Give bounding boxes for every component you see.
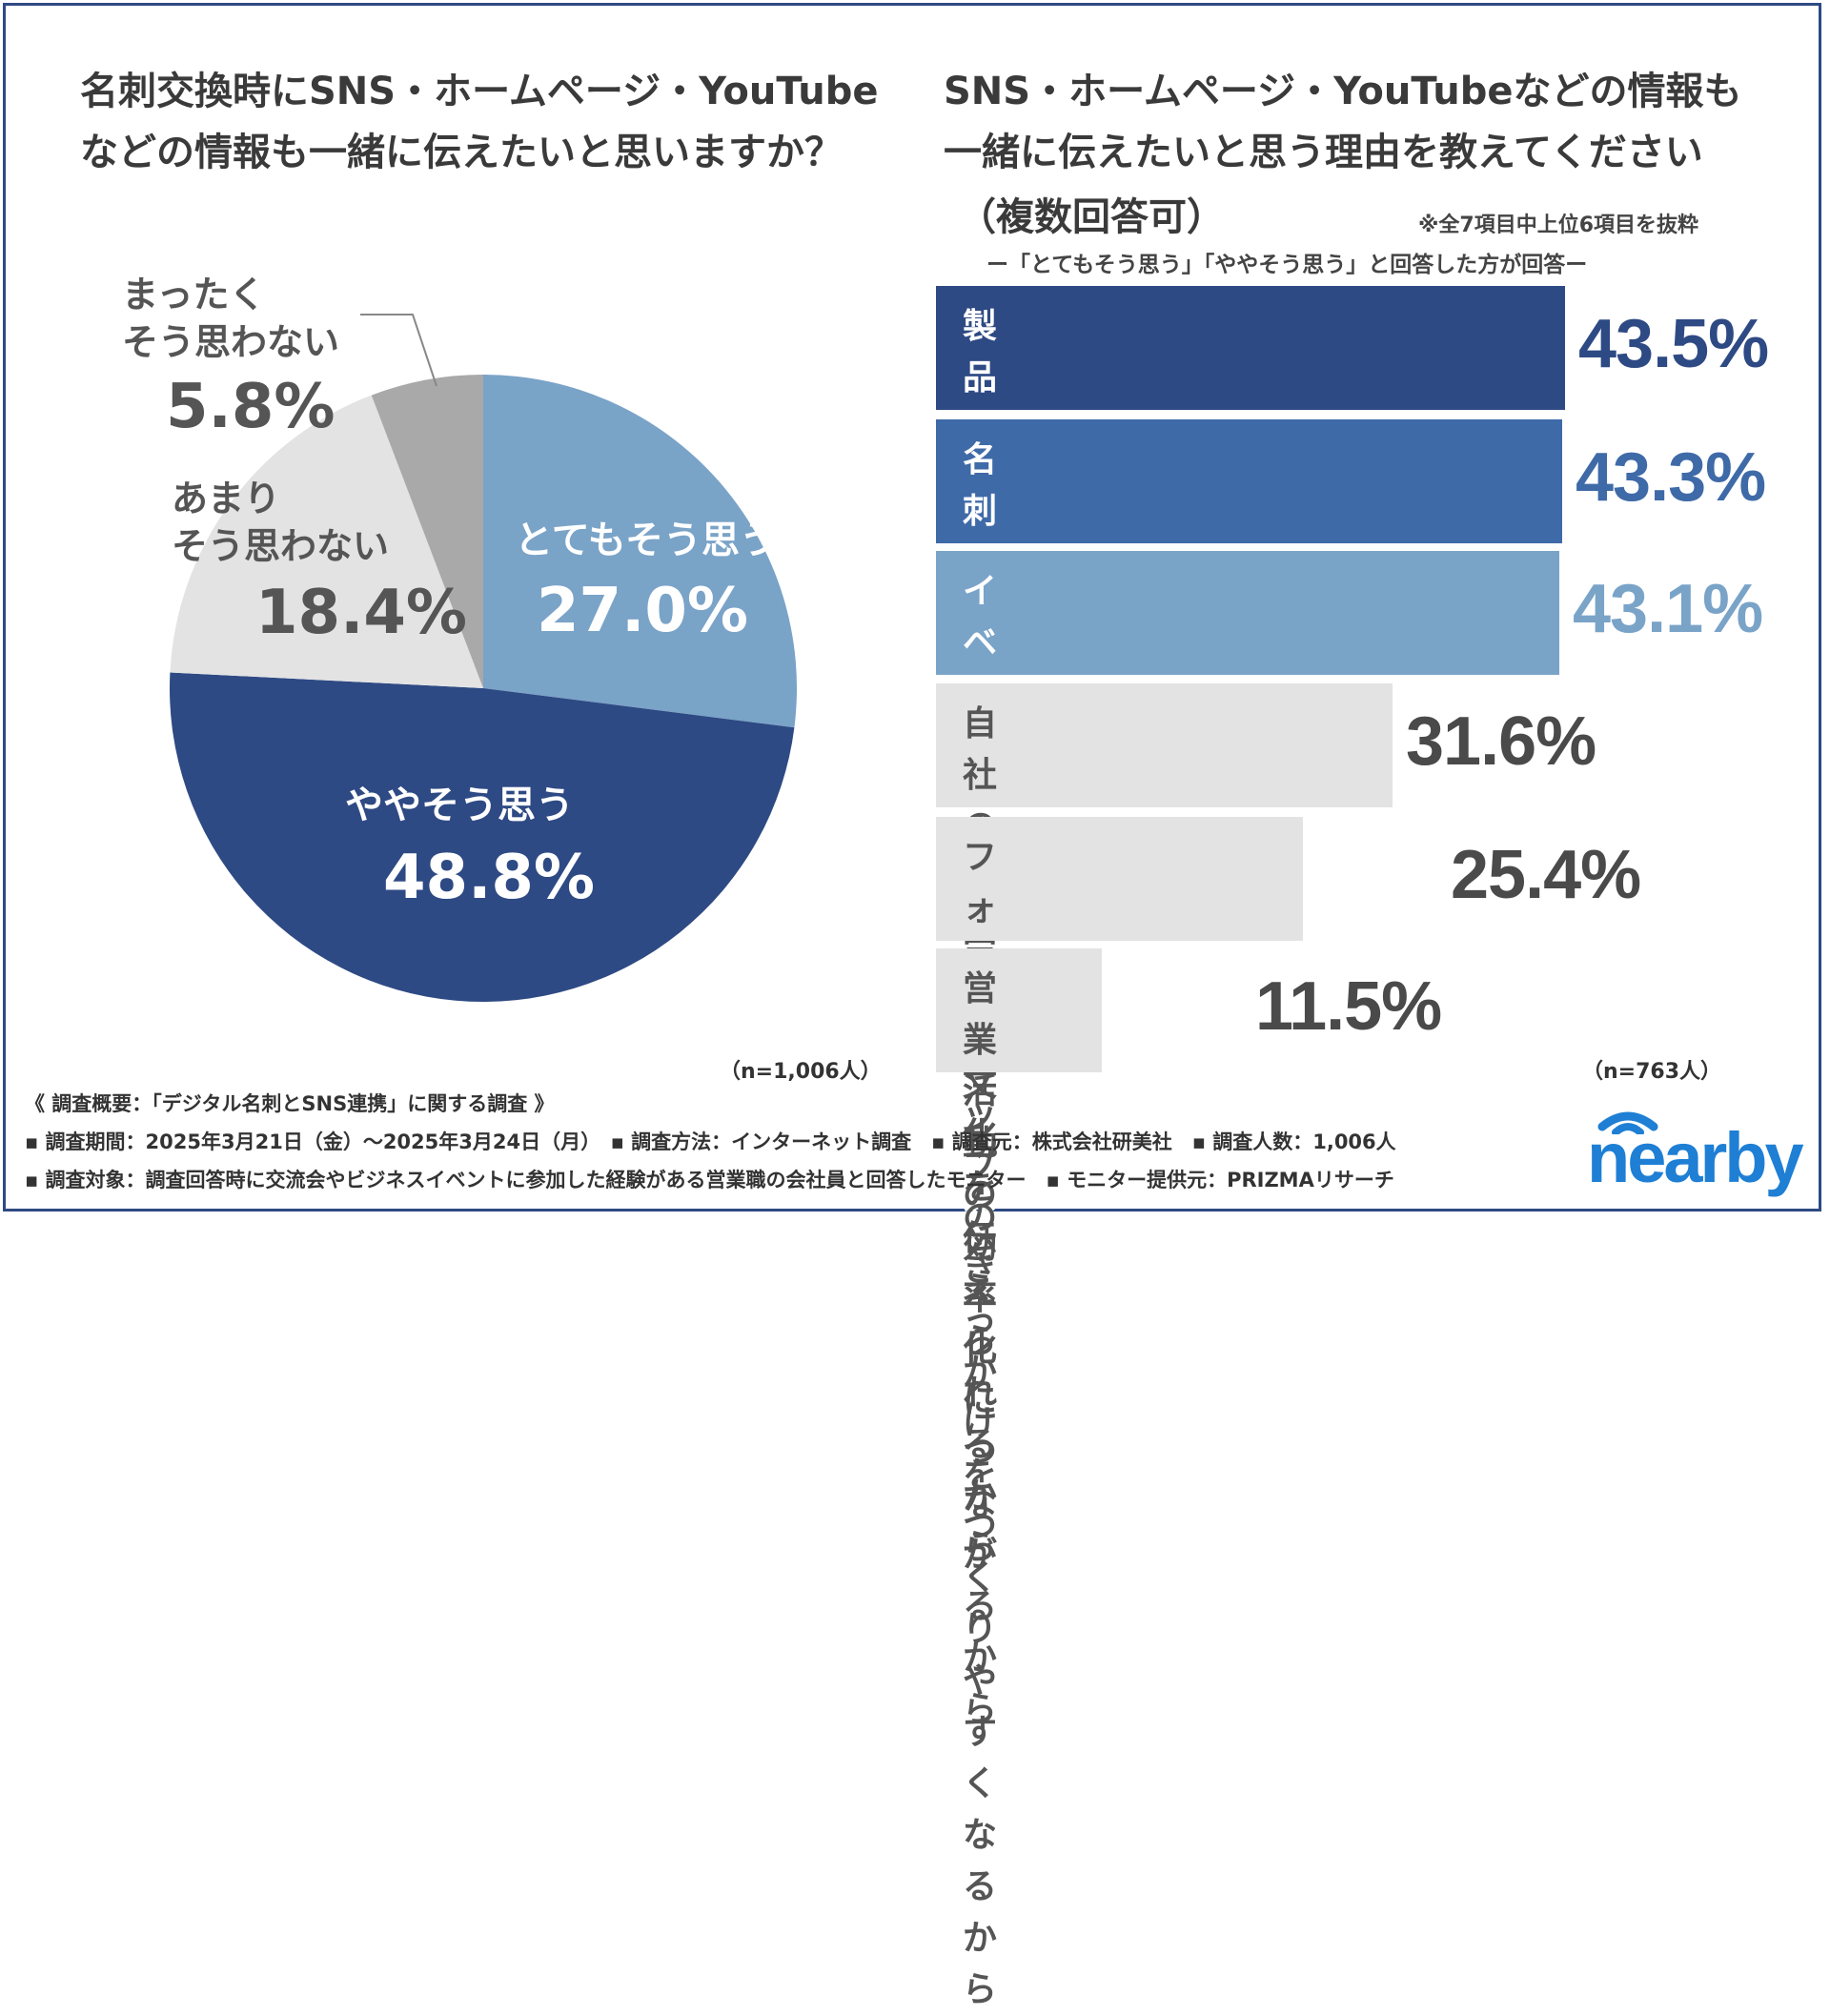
slice-label-somewhat: ややそう思う (345, 784, 574, 827)
right-title-line1: SNS・ホームページ・YouTubeなどの情報も (944, 70, 1742, 113)
slice-label-not-really-line1: あまり (172, 478, 280, 519)
survey-summary-title: 《 調査概要：「デジタル名刺とSNS連携」に関する調査 》 (25, 1092, 555, 1115)
chart-frame (3, 3, 1821, 1212)
leader-line (360, 314, 437, 387)
left-n-note: （n=1,006人） (720, 1060, 882, 1084)
slice-label-not-really-line2: そう思わない (172, 525, 389, 567)
right-chart-title: SNS・ホームページ・YouTubeなどの情報も 一緒に伝えたいと思う理由を教え… (944, 61, 1741, 183)
nearby-logo: nearby (1587, 1096, 1806, 1206)
left-title-line2: などの情報も一緒に伝えたいと思いますか？ (80, 131, 843, 174)
bar-category-label: 営業活動の効率化 につながるから (963, 969, 999, 1729)
slice-not-really (170, 395, 484, 688)
wifi-icon (1597, 1111, 1658, 1134)
bar-value-label: 31.6% (1406, 703, 1596, 780)
slice-somewhat (169, 672, 795, 1003)
bar (936, 286, 1565, 410)
right-title-line2: 一緒に伝えたいと思う理由を教えてください (944, 131, 1703, 174)
extract-note: ※全7項目中上位6項目を抜粋 (1418, 214, 1699, 237)
logo-wordmark: nearby (1587, 1118, 1804, 1197)
bar-value-label: 25.4% (1451, 837, 1641, 913)
right-title-line3: （複数回答可） (958, 195, 1225, 239)
bar-value-label: 11.5% (1255, 968, 1442, 1045)
slice-value-somewhat: 48.8% (383, 843, 595, 913)
pie-chart: とてもそう思う27.0%ややそう思う48.8%あまりそう思わない18.4%まった… (122, 274, 797, 1003)
survey-summary-target: ▪ 調査対象：調査回答時に交流会やビジネスイベントに参加した経験がある営業職の会… (25, 1169, 1394, 1191)
bar (936, 419, 1562, 543)
respondent-note: ー「とてもそう思う」「ややそう思う」と回答した方が回答ー (986, 253, 1588, 277)
bar (936, 817, 1303, 941)
slice-label-not-at-all-line2: そう思わない (122, 321, 339, 363)
slice-label-not-at-all-line1: まったく (122, 274, 265, 316)
slice-not-at-all (371, 375, 483, 688)
left-title-line1: 名刺交換時にSNS・ホームページ・YouTube (80, 70, 879, 113)
slice-label-very-much: とてもそう思う (515, 519, 778, 562)
bar-value-label: 43.1% (1573, 571, 1763, 647)
bar (936, 683, 1393, 807)
left-chart-title: 名刺交換時にSNS・ホームページ・YouTube などの情報も一緒に伝えたいと思… (80, 61, 878, 183)
survey-summary-details: ▪ 調査期間：2025年3月21日（金）～2025年3月24日（月） ▪ 調査方… (25, 1130, 1396, 1153)
slice-value-very-much: 27.0% (537, 576, 748, 646)
bar-value-label: 43.3% (1576, 439, 1766, 516)
survey-summary: 《 調査概要：「デジタル名刺とSNS連携」に関する調査 》 ▪ 調査期間：202… (25, 1085, 1396, 1199)
slice-very-much (483, 375, 797, 728)
bar (936, 948, 1102, 1072)
slice-value-not-really: 18.4% (255, 578, 467, 648)
bar-value-label: 43.5% (1578, 306, 1769, 382)
bar (936, 551, 1559, 675)
right-n-note: （n=763人） (1582, 1060, 1722, 1084)
slice-value-not-at-all: 5.8% (166, 372, 336, 442)
